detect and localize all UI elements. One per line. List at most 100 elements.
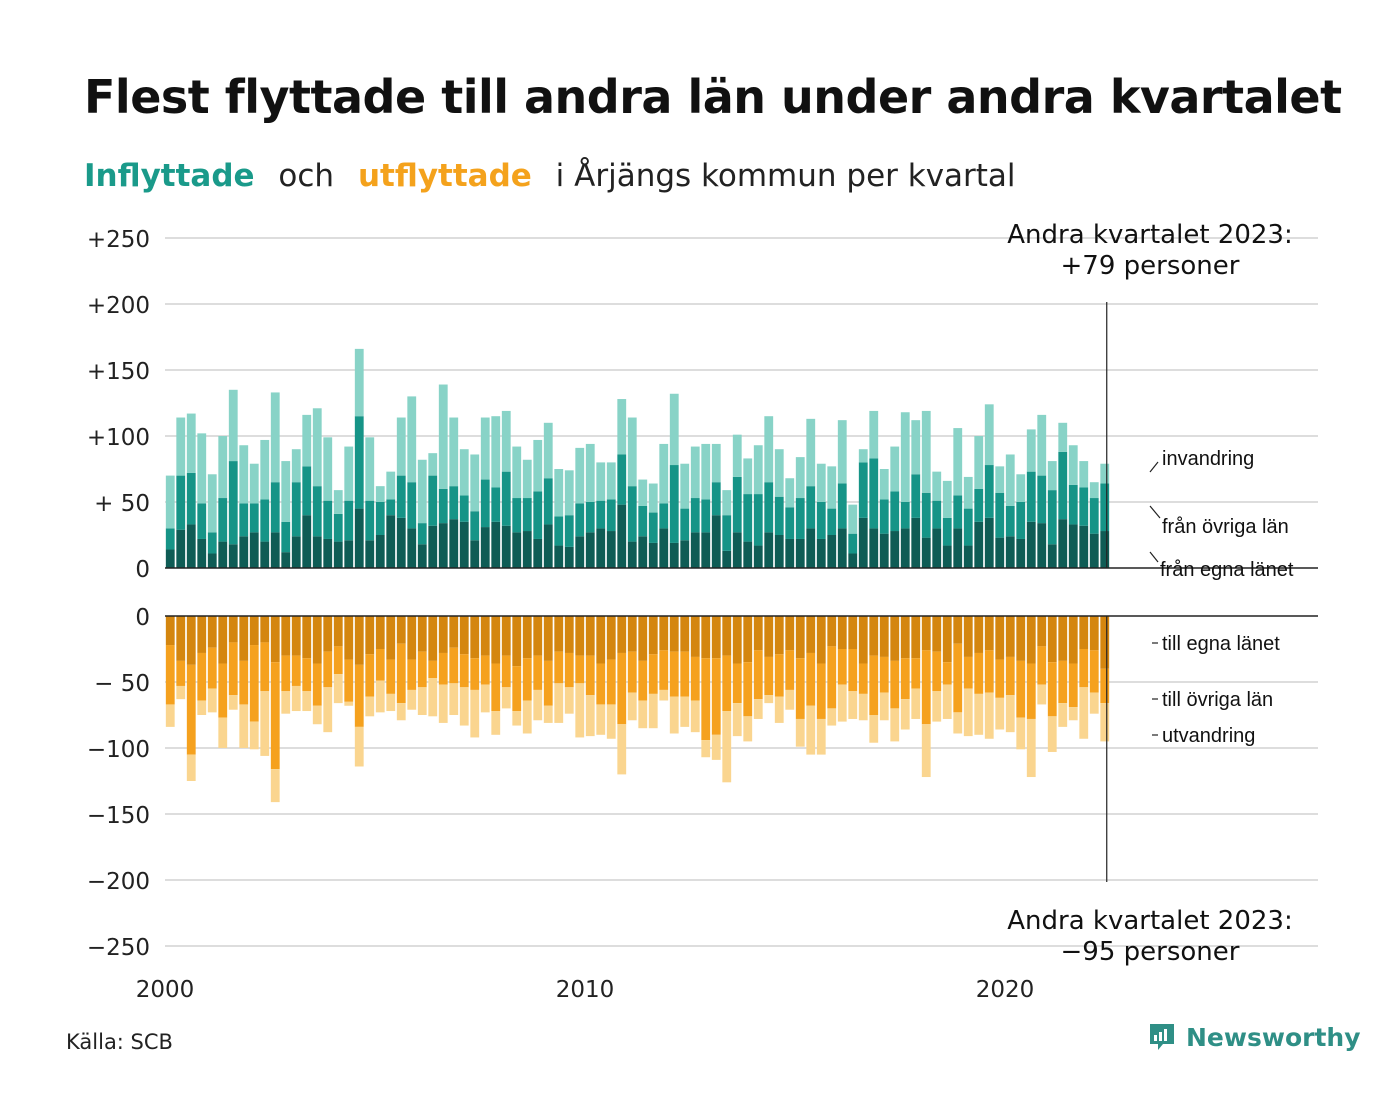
bar-in-immigration <box>848 504 858 534</box>
bar-out-emigration <box>732 703 742 737</box>
bar-out-own <box>480 616 490 656</box>
bar-out-own <box>995 616 1005 660</box>
bar-in-own <box>470 540 480 568</box>
bar-in-immigration <box>312 408 322 487</box>
bar-in-other <box>354 416 364 509</box>
bar-in-own <box>554 545 564 568</box>
bar-out-own <box>270 616 280 663</box>
bar-out-own <box>953 616 963 644</box>
bar-in-immigration <box>176 417 186 476</box>
bar-out-other <box>1058 660 1068 704</box>
bar-out-own <box>606 616 616 660</box>
bar-in-immigration <box>669 393 679 466</box>
bar-in-other <box>165 528 175 550</box>
bar-out-other <box>417 651 427 688</box>
bar-in-other <box>701 499 711 533</box>
bar-in-own <box>953 528 963 568</box>
bar-out-own <box>659 616 669 651</box>
bar-in-other <box>407 482 417 529</box>
bar-in-own <box>312 536 322 568</box>
bar-in-other <box>848 533 858 554</box>
bar-out-other <box>407 659 417 690</box>
bar-in-other <box>1037 475 1047 524</box>
bar-out-other <box>165 645 175 705</box>
bar-in-own <box>1005 536 1015 568</box>
bar-in-own <box>417 544 427 568</box>
bar-in-own <box>606 531 616 568</box>
bar-in-own <box>785 538 795 568</box>
bar-in-other <box>627 486 637 542</box>
bar-in-immigration <box>459 449 469 496</box>
bar-in-own <box>428 525 438 568</box>
bar-out-other <box>197 652 207 701</box>
bar-in-own <box>533 538 543 568</box>
bar-out-emigration <box>375 680 385 713</box>
bar-out-emigration <box>795 718 805 747</box>
bar-out-emigration <box>659 689 669 701</box>
bar-out-own <box>785 616 795 651</box>
bar-in-immigration <box>869 410 879 459</box>
bar-out-own <box>879 616 889 657</box>
bar-out-own <box>869 616 879 656</box>
y-tick-label-top: +200 <box>87 293 150 319</box>
y-tick-label-top: +250 <box>87 227 150 253</box>
bar-in-immigration <box>1047 461 1057 491</box>
bar-out-other <box>785 650 795 690</box>
bar-in-own <box>669 542 679 568</box>
bar-in-own <box>449 519 459 568</box>
bar-out-emigration <box>1047 716 1057 752</box>
bar-in-own <box>974 521 984 568</box>
bar-out-emigration <box>722 711 732 783</box>
bar-in-own <box>323 538 333 568</box>
bar-in-own <box>869 528 879 568</box>
bar-in-other <box>711 482 721 516</box>
bar-out-emigration <box>480 684 490 713</box>
bar-in-own <box>617 504 627 568</box>
bar-in-other <box>669 465 679 543</box>
bar-in-own <box>281 552 291 568</box>
bar-in-other <box>785 507 795 539</box>
y-tick-label-bottom: 0 <box>135 605 150 631</box>
bar-out-own <box>1068 616 1078 664</box>
bar-in-own <box>911 517 921 568</box>
bar-out-own <box>627 616 637 652</box>
bar-in-own <box>585 532 595 568</box>
bar-in-immigration <box>1089 482 1099 499</box>
bar-in-immigration <box>302 414 312 467</box>
bar-in-immigration <box>522 459 532 499</box>
bar-out-emigration <box>1079 687 1089 739</box>
bar-out-other <box>890 660 900 709</box>
brand: Newsworthy <box>1148 1022 1361 1052</box>
bar-in-immigration <box>827 466 837 509</box>
bar-in-other <box>806 486 816 529</box>
bar-in-other <box>249 503 259 533</box>
bar-in-immigration <box>375 486 385 502</box>
bar-in-immigration <box>995 466 1005 493</box>
bar-out-emigration <box>1026 718 1036 778</box>
bar-out-other <box>858 663 868 694</box>
bar-in-own <box>249 532 259 568</box>
bar-out-other <box>1068 663 1078 708</box>
bar-out-emigration <box>827 708 837 726</box>
bar-out-emigration <box>806 705 816 755</box>
bar-out-own <box>617 616 627 653</box>
bar-out-emigration <box>564 687 574 714</box>
bar-out-own <box>848 616 858 649</box>
bar-in-immigration <box>711 443 721 483</box>
bar-in-other <box>585 502 595 533</box>
bar-in-other <box>921 492 931 538</box>
bar-out-other <box>669 651 679 697</box>
bar-out-other <box>701 658 711 741</box>
bar-in-other <box>281 521 291 553</box>
bar-in-immigration <box>606 462 616 500</box>
bar-out-own <box>942 616 952 663</box>
bar-out-emigration <box>543 705 553 723</box>
bar-out-own <box>585 616 595 656</box>
bar-out-other <box>711 658 721 735</box>
bar-out-own <box>795 616 805 659</box>
bar-out-emigration <box>449 683 459 715</box>
bar-in-other <box>974 488 984 522</box>
bar-out-emigration <box>942 684 952 719</box>
bar-out-emigration <box>270 769 280 803</box>
